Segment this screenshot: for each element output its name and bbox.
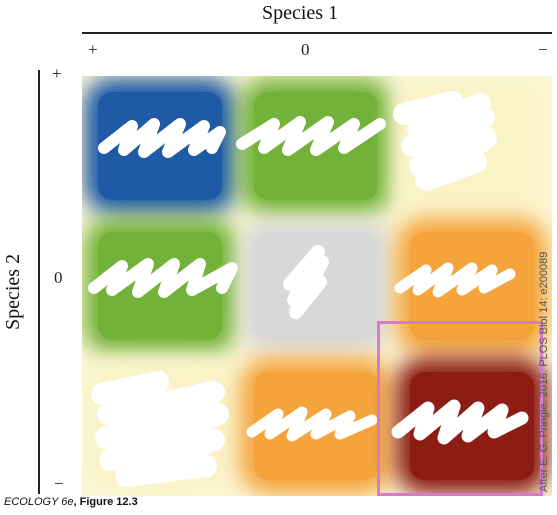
y-sign-zero: 0 — [54, 268, 63, 287]
y-axis-title: Species 2 — [2, 253, 24, 330]
scribble-4 — [88, 258, 238, 298]
interaction-grid — [82, 76, 552, 496]
y-sign-plus: + — [52, 64, 62, 83]
scribble-2 — [236, 116, 386, 156]
highlight-box — [377, 321, 543, 496]
scribble-9 — [391, 399, 529, 445]
x-axis-title: Species 1 — [262, 2, 339, 24]
scribble-3 — [393, 91, 497, 191]
source-credit: After E. G. Pringle. 2016. PLOS Biol 14:… — [538, 251, 550, 492]
scribble-7 — [91, 371, 229, 487]
scribble-6 — [394, 262, 516, 298]
x-sign-plus: + — [88, 40, 98, 59]
x-sign-minus: − — [538, 40, 548, 59]
y-axis-line — [38, 70, 40, 494]
y-sign-minus: − — [54, 474, 64, 493]
scribble-5 — [283, 245, 329, 319]
figure-label: ECOLOGY 6e, Figure 12.3 — [4, 496, 138, 508]
x-sign-zero: 0 — [301, 40, 310, 59]
figure-number: , Figure 12.3 — [73, 496, 138, 508]
figure-book: ECOLOGY 6e — [4, 496, 74, 508]
redaction-scribbles — [88, 91, 529, 487]
x-axis-line — [82, 32, 552, 34]
scribble-8 — [246, 406, 378, 442]
scribble-1 — [98, 118, 226, 158]
